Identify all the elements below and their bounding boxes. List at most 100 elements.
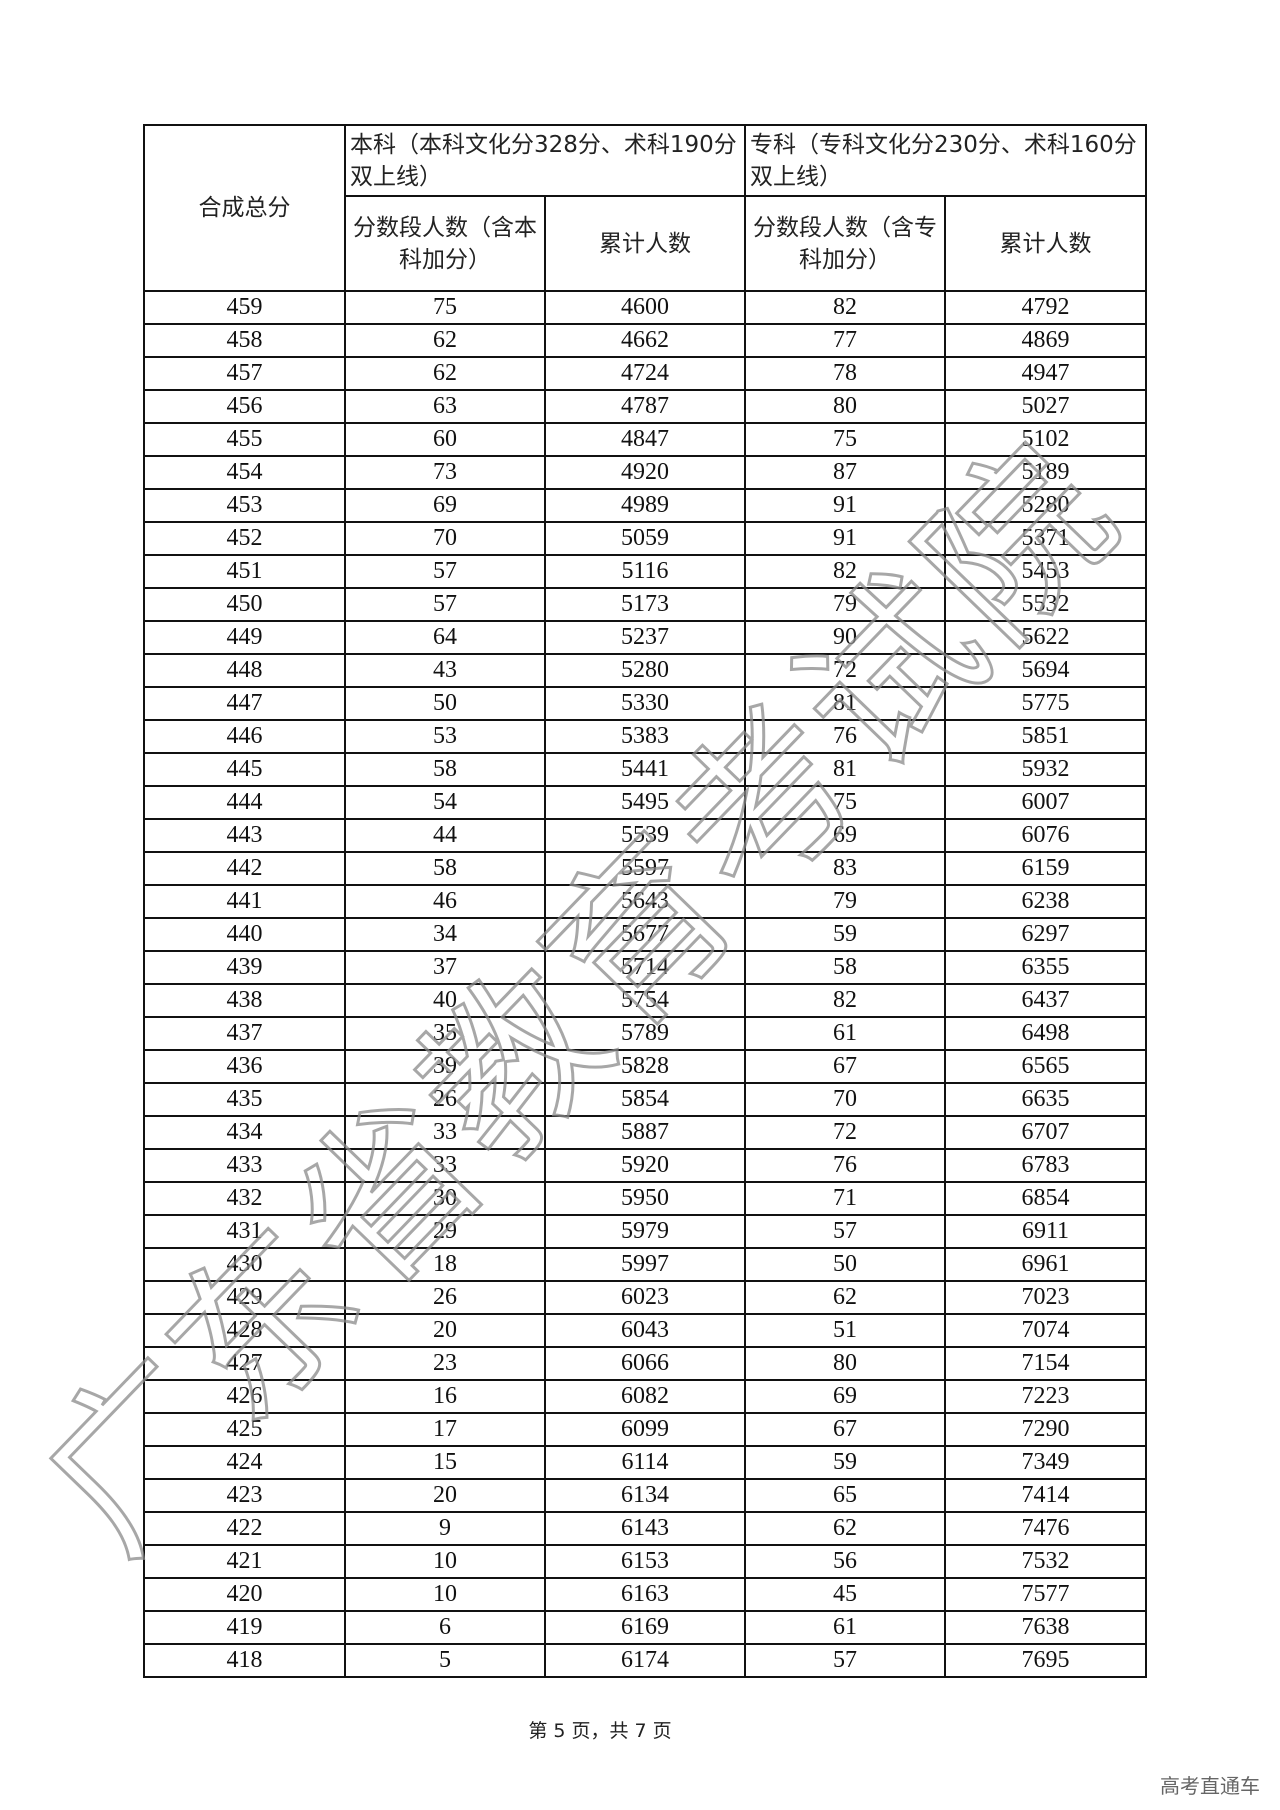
table-row: 443 44 5539 69 6076 bbox=[143, 818, 1147, 853]
table-row: 428 20 6043 51 7074 bbox=[143, 1313, 1147, 1348]
zhuanke-count-cell: 61 bbox=[744, 1016, 946, 1051]
benke-cumulative-cell: 4600 bbox=[544, 290, 746, 325]
benke-cumulative-cell: 5643 bbox=[544, 884, 746, 919]
benke-cumulative-cell: 6099 bbox=[544, 1412, 746, 1447]
benke-count-cell: 58 bbox=[344, 752, 546, 787]
total-score-cell: 448 bbox=[143, 653, 346, 688]
zhuanke-count-cell: 69 bbox=[744, 1379, 946, 1414]
zhuanke-cumulative-cell: 7476 bbox=[944, 1511, 1147, 1546]
total-score-cell: 439 bbox=[143, 950, 346, 985]
zhuanke-cumulative-cell: 7695 bbox=[944, 1643, 1147, 1678]
zhuanke-cumulative-cell: 5622 bbox=[944, 620, 1147, 655]
zhuanke-count-cell: 80 bbox=[744, 1346, 946, 1381]
benke-cumulative-cell: 4724 bbox=[544, 356, 746, 391]
zhuanke-cumulative-cell: 6437 bbox=[944, 983, 1147, 1018]
zhuanke-count-cell: 72 bbox=[744, 653, 946, 688]
benke-count-cell: 73 bbox=[344, 455, 546, 490]
benke-count-cell: 54 bbox=[344, 785, 546, 820]
zhuanke-count-cell: 45 bbox=[744, 1577, 946, 1612]
total-score-cell: 454 bbox=[143, 455, 346, 490]
table-row: 423 20 6134 65 7414 bbox=[143, 1478, 1147, 1513]
total-score-cell: 445 bbox=[143, 752, 346, 787]
table-row: 452 70 5059 91 5371 bbox=[143, 521, 1147, 556]
zhuanke-count-cell: 69 bbox=[744, 818, 946, 853]
zhuanke-cumulative-cell: 5102 bbox=[944, 422, 1147, 457]
zhuanke-cumulative-cell: 5775 bbox=[944, 686, 1147, 721]
table-row: 450 57 5173 79 5532 bbox=[143, 587, 1147, 622]
total-score-cell: 418 bbox=[143, 1643, 346, 1678]
benke-count-cell: 16 bbox=[344, 1379, 546, 1414]
benke-count-cell: 43 bbox=[344, 653, 546, 688]
total-score-cell: 453 bbox=[143, 488, 346, 523]
benke-cumulative-cell: 5597 bbox=[544, 851, 746, 886]
table-row: 432 30 5950 71 6854 bbox=[143, 1181, 1147, 1216]
table-row: 438 40 5754 82 6437 bbox=[143, 983, 1147, 1018]
zhuanke-count-cell: 87 bbox=[744, 455, 946, 490]
zhuanke-cumulative-cell: 4869 bbox=[944, 323, 1147, 358]
total-score-cell: 437 bbox=[143, 1016, 346, 1051]
zhuanke-cumulative-cell: 5371 bbox=[944, 521, 1147, 556]
zhuanke-cumulative-cell: 6854 bbox=[944, 1181, 1147, 1216]
zhuanke-count-cell: 71 bbox=[744, 1181, 946, 1216]
total-score-cell: 438 bbox=[143, 983, 346, 1018]
header-benke-cumulative: 累计人数 bbox=[544, 195, 746, 292]
total-score-cell: 443 bbox=[143, 818, 346, 853]
table-row: 457 62 4724 78 4947 bbox=[143, 356, 1147, 391]
page-number: 第 5 页，共 7 页 bbox=[528, 1720, 672, 1742]
table-row: 456 63 4787 80 5027 bbox=[143, 389, 1147, 424]
header-benke-group: 本科（本科文化分328分、术科190分双上线） bbox=[344, 124, 746, 197]
table-row: 425 17 6099 67 7290 bbox=[143, 1412, 1147, 1447]
zhuanke-cumulative-cell: 7532 bbox=[944, 1544, 1147, 1579]
benke-count-cell: 17 bbox=[344, 1412, 546, 1447]
benke-count-cell: 34 bbox=[344, 917, 546, 952]
zhuanke-count-cell: 91 bbox=[744, 488, 946, 523]
benke-count-cell: 10 bbox=[344, 1577, 546, 1612]
benke-count-cell: 18 bbox=[344, 1247, 546, 1282]
zhuanke-cumulative-cell: 7414 bbox=[944, 1478, 1147, 1513]
zhuanke-count-cell: 57 bbox=[744, 1643, 946, 1678]
total-score-cell: 458 bbox=[143, 323, 346, 358]
benke-cumulative-cell: 5116 bbox=[544, 554, 746, 589]
zhuanke-count-cell: 90 bbox=[744, 620, 946, 655]
benke-cumulative-cell: 6066 bbox=[544, 1346, 746, 1381]
benke-cumulative-cell: 5173 bbox=[544, 587, 746, 622]
zhuanke-cumulative-cell: 6911 bbox=[944, 1214, 1147, 1249]
total-score-cell: 429 bbox=[143, 1280, 346, 1315]
benke-cumulative-cell: 5495 bbox=[544, 785, 746, 820]
total-score-cell: 457 bbox=[143, 356, 346, 391]
total-score-cell: 424 bbox=[143, 1445, 346, 1480]
zhuanke-count-cell: 67 bbox=[744, 1412, 946, 1447]
benke-cumulative-cell: 5754 bbox=[544, 983, 746, 1018]
zhuanke-count-cell: 79 bbox=[744, 587, 946, 622]
benke-cumulative-cell: 4662 bbox=[544, 323, 746, 358]
benke-cumulative-cell: 6114 bbox=[544, 1445, 746, 1480]
zhuanke-cumulative-cell: 6159 bbox=[944, 851, 1147, 886]
benke-count-cell: 20 bbox=[344, 1478, 546, 1513]
zhuanke-cumulative-cell: 6707 bbox=[944, 1115, 1147, 1150]
zhuanke-count-cell: 57 bbox=[744, 1214, 946, 1249]
zhuanke-count-cell: 50 bbox=[744, 1247, 946, 1282]
benke-count-cell: 53 bbox=[344, 719, 546, 754]
total-score-cell: 441 bbox=[143, 884, 346, 919]
zhuanke-cumulative-cell: 6076 bbox=[944, 818, 1147, 853]
zhuanke-cumulative-cell: 6007 bbox=[944, 785, 1147, 820]
zhuanke-cumulative-cell: 5280 bbox=[944, 488, 1147, 523]
total-score-cell: 444 bbox=[143, 785, 346, 820]
table-row: 435 26 5854 70 6635 bbox=[143, 1082, 1147, 1117]
table-row: 439 37 5714 58 6355 bbox=[143, 950, 1147, 985]
table-row: 447 50 5330 81 5775 bbox=[143, 686, 1147, 721]
table-row: 433 33 5920 76 6783 bbox=[143, 1148, 1147, 1183]
benke-cumulative-cell: 6174 bbox=[544, 1643, 746, 1678]
benke-cumulative-cell: 4787 bbox=[544, 389, 746, 424]
zhuanke-count-cell: 75 bbox=[744, 785, 946, 820]
benke-cumulative-cell: 5539 bbox=[544, 818, 746, 853]
benke-cumulative-cell: 4920 bbox=[544, 455, 746, 490]
total-score-cell: 431 bbox=[143, 1214, 346, 1249]
benke-cumulative-cell: 6134 bbox=[544, 1478, 746, 1513]
total-score-cell: 419 bbox=[143, 1610, 346, 1645]
zhuanke-count-cell: 81 bbox=[744, 686, 946, 721]
table-row: 446 53 5383 76 5851 bbox=[143, 719, 1147, 754]
zhuanke-count-cell: 78 bbox=[744, 356, 946, 391]
benke-count-cell: 50 bbox=[344, 686, 546, 721]
benke-count-cell: 26 bbox=[344, 1280, 546, 1315]
